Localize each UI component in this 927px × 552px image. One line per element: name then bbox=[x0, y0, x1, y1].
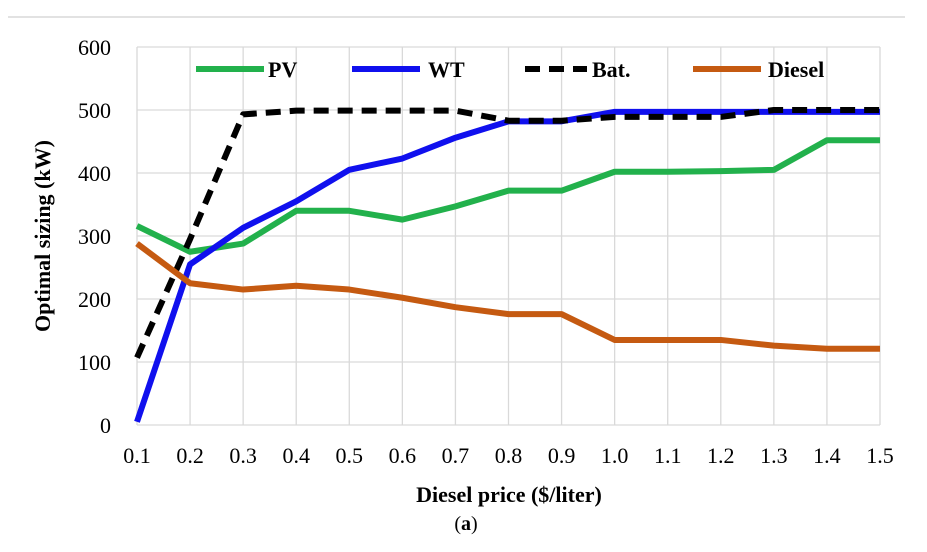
x-tick-label: 1.4 bbox=[813, 443, 841, 468]
x-tick-label: 0.3 bbox=[229, 443, 257, 468]
x-tick-label: 1.0 bbox=[601, 443, 629, 468]
y-tick-label: 400 bbox=[78, 161, 111, 186]
grid bbox=[136, 46, 881, 426]
legend-label-bat: Bat. bbox=[592, 57, 631, 82]
x-tick-label: 1.3 bbox=[760, 443, 788, 468]
figure-caption: (a) bbox=[454, 513, 477, 535]
y-tick-label: 500 bbox=[78, 98, 111, 123]
x-tick-label: 0.9 bbox=[548, 443, 576, 468]
x-tick-label: 0.5 bbox=[336, 443, 364, 468]
x-tick-label: 0.7 bbox=[442, 443, 470, 468]
legend: PV WT Bat. Diesel bbox=[196, 57, 824, 82]
series-line-diesel bbox=[135, 241, 880, 352]
caption-letter: a bbox=[461, 513, 471, 535]
x-tick-label: 0.1 bbox=[123, 443, 151, 468]
x-tick-label: 0.8 bbox=[495, 443, 523, 468]
y-tick-label: 200 bbox=[78, 287, 111, 312]
series-line-bat bbox=[134, 107, 880, 359]
series-group bbox=[134, 107, 880, 423]
y-axis-title: Optimal sizing (kW) bbox=[30, 140, 55, 332]
y-tick-label: 0 bbox=[100, 413, 111, 438]
legend-label-pv: PV bbox=[268, 57, 297, 82]
x-tick-label: 1.1 bbox=[654, 443, 682, 468]
x-tick-label: 0.6 bbox=[389, 443, 417, 468]
y-tick-label: 600 bbox=[78, 35, 111, 60]
x-tick-label: 0.2 bbox=[176, 443, 204, 468]
x-axis-ticks: 0.1 0.2 0.3 0.4 0.5 0.6 0.7 0.8 0.9 1.0 1.1 1.2 1.3 1… bbox=[123, 443, 894, 468]
legend-label-diesel: Diesel bbox=[768, 57, 824, 82]
series-line-pv bbox=[135, 137, 880, 255]
y-tick-label: 300 bbox=[78, 224, 111, 249]
x-tick-label: 0.4 bbox=[282, 443, 310, 468]
x-tick-label: 1.2 bbox=[707, 443, 735, 468]
y-axis-ticks: 0 100 200 300 400 500 600 bbox=[78, 35, 111, 438]
x-tick-label: 1.5 bbox=[866, 443, 894, 468]
caption-open: ( bbox=[454, 513, 461, 535]
y-tick-label: 100 bbox=[78, 350, 111, 375]
caption-close: ) bbox=[471, 513, 478, 535]
legend-label-wt: WT bbox=[428, 57, 465, 82]
x-axis-title: Diesel price ($/liter) bbox=[416, 482, 602, 507]
